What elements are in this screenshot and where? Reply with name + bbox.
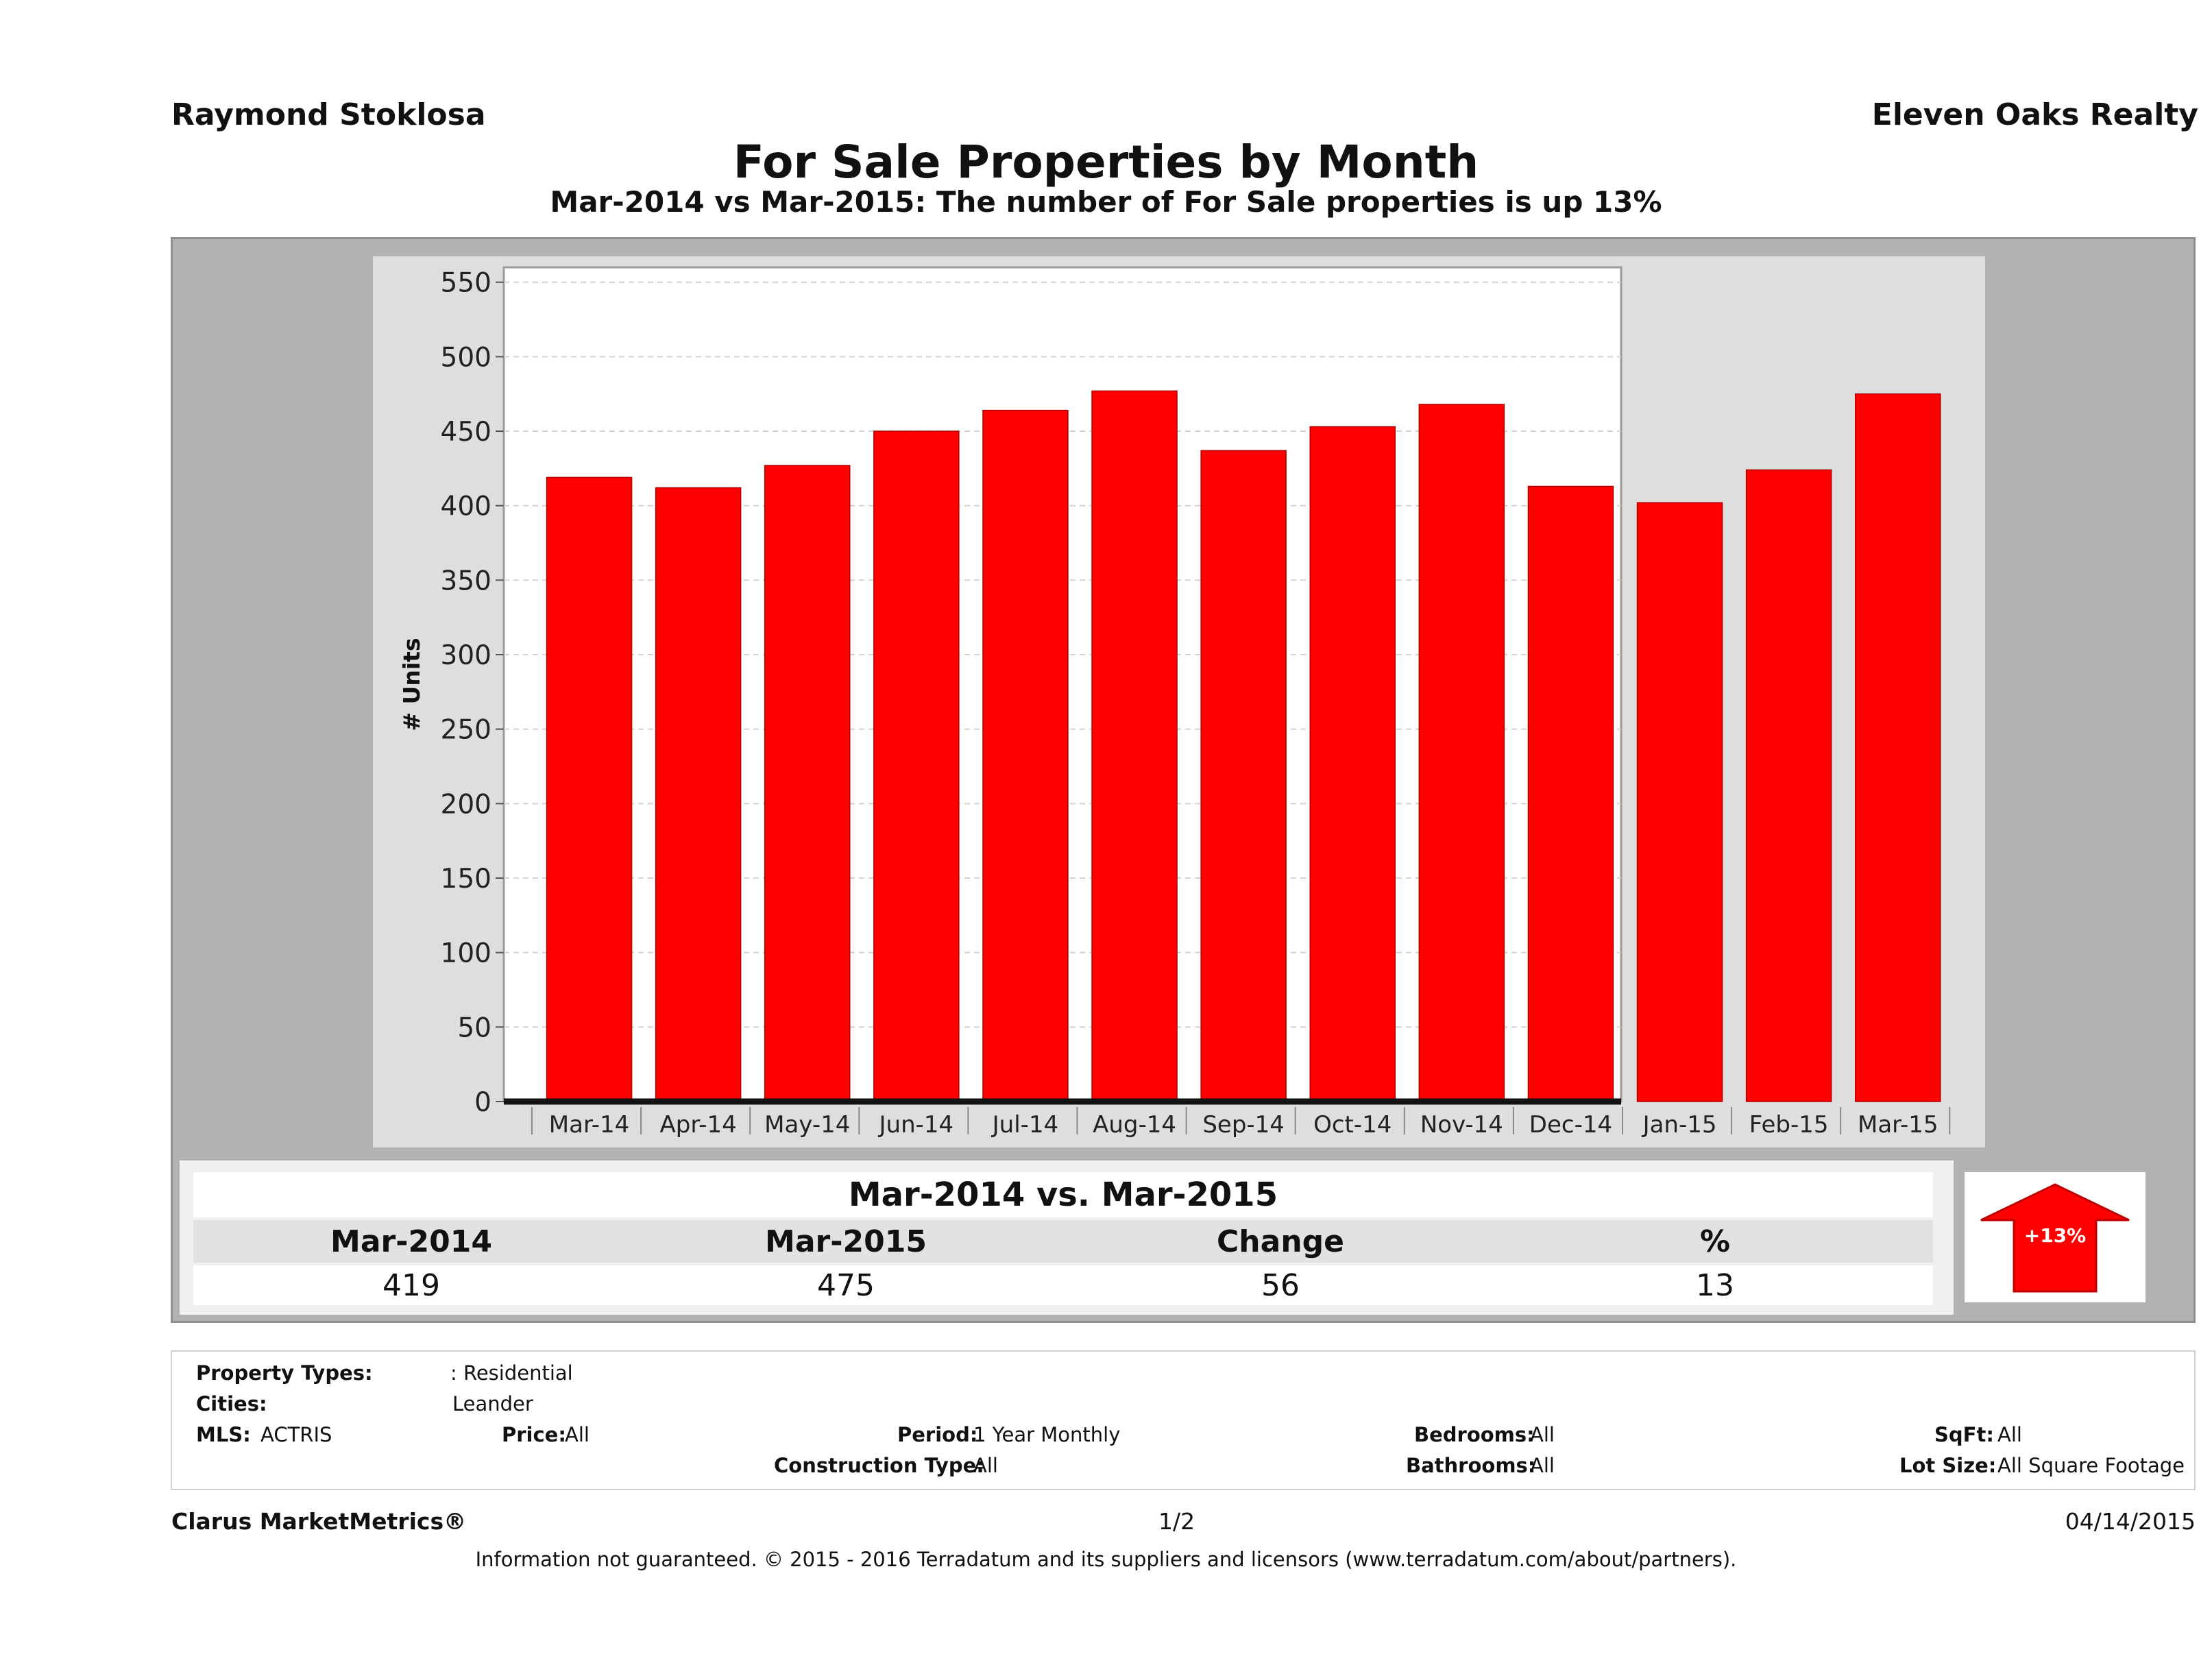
summary-value-row — [193, 1265, 1933, 1305]
bar-feb-15 — [1745, 469, 1832, 1102]
y-tick-label: 450 — [441, 417, 491, 448]
bar-oct-14 — [1309, 426, 1396, 1102]
x-tick-label: Apr-14 — [660, 1111, 737, 1139]
report-date: 04/14/2015 — [2065, 1508, 2196, 1535]
y-tick-label: 500 — [441, 342, 491, 373]
x-tick-label: May-14 — [764, 1111, 850, 1139]
y-tick-label: 50 — [457, 1012, 491, 1043]
cities-value: Leander — [452, 1392, 533, 1415]
bar-dec-14 — [1527, 485, 1614, 1102]
price-value: All — [565, 1423, 590, 1446]
bar-mar-14 — [546, 476, 633, 1102]
agent-name: Raymond Stoklosa — [171, 97, 486, 132]
y-tick-label: 400 — [441, 491, 491, 522]
page-number: 1/2 — [1158, 1508, 1195, 1535]
bar-jul-14 — [982, 409, 1069, 1102]
price-label: Price: — [502, 1423, 566, 1446]
property-types-value: : Residential — [450, 1361, 573, 1385]
y-tick-label: 150 — [441, 864, 491, 895]
period-label: Period: — [897, 1423, 978, 1446]
property-types-label: Property Types: — [196, 1361, 373, 1385]
bar-jun-14 — [873, 430, 960, 1102]
footer-brand: Clarus MarketMetrics® — [171, 1508, 467, 1535]
bar-mar-15 — [1855, 393, 1941, 1102]
sqft-label: SqFt: — [1934, 1423, 1994, 1446]
summary-header-row — [193, 1220, 1933, 1263]
x-tick-label: Mar-14 — [549, 1111, 630, 1139]
summary-value-change: 56 — [1261, 1268, 1300, 1303]
bathrooms-value: All — [1530, 1454, 1555, 1477]
x-tick-label: Sep-14 — [1202, 1111, 1285, 1139]
x-tick-label: Dec-14 — [1529, 1111, 1612, 1139]
x-tick-label: Oct-14 — [1313, 1111, 1391, 1139]
x-tick-label: Feb-15 — [1749, 1111, 1829, 1139]
y-tick-label: 200 — [441, 789, 491, 820]
chart-title: For Sale Properties by Month — [733, 136, 1479, 189]
bar-nov-14 — [1418, 404, 1505, 1102]
y-tick-label: 550 — [441, 268, 491, 299]
chart-subtitle: Mar-2014 vs Mar-2015: The number of For … — [550, 185, 1662, 219]
bar-aug-14 — [1091, 390, 1178, 1102]
y-tick-label: 100 — [441, 938, 491, 969]
change-badge-label: +13% — [2023, 1224, 2087, 1247]
lot-size-value: All Square Footage — [1997, 1454, 2185, 1477]
y-tick-label: 0 — [474, 1087, 491, 1118]
summary-value-percent: 13 — [1696, 1268, 1734, 1303]
y-tick-label: 350 — [441, 566, 491, 596]
bar-jan-15 — [1636, 502, 1723, 1102]
y-tick-label: 250 — [441, 715, 491, 746]
lot-size-label: Lot Size: — [1899, 1454, 1997, 1477]
cities-label: Cities: — [196, 1392, 267, 1415]
y-tick-label: 300 — [441, 640, 491, 671]
mls-label: MLS: — [196, 1423, 251, 1446]
summary-header-mar-2015: Mar-2015 — [765, 1224, 927, 1259]
x-tick-label: Aug-14 — [1093, 1111, 1176, 1139]
up-arrow-icon — [1980, 1183, 2130, 1293]
bedrooms-label: Bedrooms: — [1414, 1423, 1535, 1446]
bar-may-14 — [764, 465, 851, 1102]
brokerage-name: Eleven Oaks Realty — [1871, 97, 2198, 132]
construction-type-label: Construction Type: — [774, 1454, 984, 1477]
x-tick-label: Jan-15 — [1642, 1111, 1717, 1139]
disclaimer: Information not guaranteed. © 2015 - 201… — [475, 1548, 1737, 1571]
period-value: 1 Year Monthly — [973, 1423, 1121, 1446]
mls-value: ACTRIS — [260, 1423, 332, 1446]
summary-value-mar-2014: 419 — [382, 1268, 440, 1303]
x-tick-label: Nov-14 — [1420, 1111, 1503, 1139]
summary-header-change: Change — [1217, 1224, 1344, 1259]
bar-sep-14 — [1200, 450, 1287, 1102]
summary-title: Mar-2014 vs. Mar-2015 — [193, 1172, 1933, 1217]
bar-apr-14 — [655, 487, 742, 1102]
summary-header-percent: % — [1699, 1224, 1731, 1259]
sqft-value: All — [1997, 1423, 2022, 1446]
construction-type-value: All — [973, 1454, 998, 1477]
criteria-panel — [171, 1350, 2196, 1490]
y-axis-label: # Units — [398, 637, 425, 731]
bar-chart: 0 50 100 150 200 250 300 350 400 450 500 550 # Units… — [398, 266, 1951, 1139]
bathrooms-label: Bathrooms: — [1406, 1454, 1536, 1477]
x-tick-label: Mar-15 — [1858, 1111, 1938, 1139]
bedrooms-value: All — [1530, 1423, 1555, 1446]
summary-header-mar-2014: Mar-2014 — [330, 1224, 492, 1259]
x-tick-label: Jun-14 — [878, 1111, 954, 1139]
summary-value-mar-2015: 475 — [817, 1268, 875, 1303]
x-tick-label: Jul-14 — [991, 1111, 1059, 1139]
